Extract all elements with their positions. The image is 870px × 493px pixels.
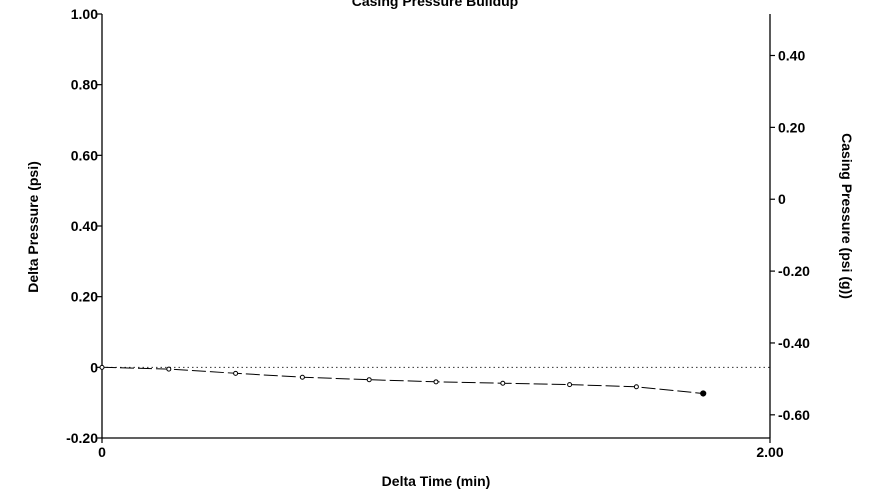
x-tick-label: 0 bbox=[98, 444, 106, 460]
y-tick-label: 0.60 bbox=[71, 147, 98, 163]
series-line bbox=[101, 366, 704, 394]
y-axis-label: Delta Pressure (psi) bbox=[25, 161, 41, 293]
data-point bbox=[500, 380, 506, 386]
data-point bbox=[299, 374, 305, 380]
y2-axis-label: Casing Pressure (psi (g)) bbox=[839, 133, 855, 299]
data-point bbox=[366, 377, 372, 383]
y-tick-label: 0.40 bbox=[71, 218, 98, 234]
y2-tick-label: 0.40 bbox=[778, 48, 805, 64]
y-tick-label: 0.80 bbox=[71, 77, 98, 93]
data-point bbox=[633, 384, 639, 390]
data-point bbox=[567, 382, 573, 388]
data-point bbox=[233, 370, 239, 376]
y2-tick-label: -0.20 bbox=[778, 263, 810, 279]
y-tick-label: 0.20 bbox=[71, 289, 98, 305]
y2-tick-label: 0 bbox=[778, 191, 786, 207]
data-point bbox=[166, 366, 172, 372]
y2-tick-label: -0.60 bbox=[778, 407, 810, 423]
data-point bbox=[433, 379, 439, 385]
y2-tick-label: 0.20 bbox=[778, 119, 805, 135]
y-axis-ticks: 1.00 0.80 0.60 0.40 0.20 0 -0.20 bbox=[66, 6, 102, 446]
chart-title: Casing Pressure Buildup bbox=[352, 0, 518, 9]
x-axis-label: Delta Time (min) bbox=[382, 473, 491, 489]
series-layer bbox=[99, 364, 707, 397]
data-point bbox=[99, 364, 105, 370]
y-tick-label: 1.00 bbox=[71, 6, 98, 22]
y-tick-label: 0 bbox=[90, 359, 98, 375]
data-point bbox=[700, 390, 707, 397]
y2-tick-label: -0.40 bbox=[778, 335, 810, 351]
x-tick-label: 2.00 bbox=[756, 444, 783, 460]
x-axis-ticks: 0 2.00 bbox=[98, 438, 784, 460]
y-tick-label: -0.20 bbox=[66, 430, 98, 446]
y2-axis-ticks: 0.40 0.20 0 -0.20 -0.40 -0.60 bbox=[770, 48, 810, 423]
